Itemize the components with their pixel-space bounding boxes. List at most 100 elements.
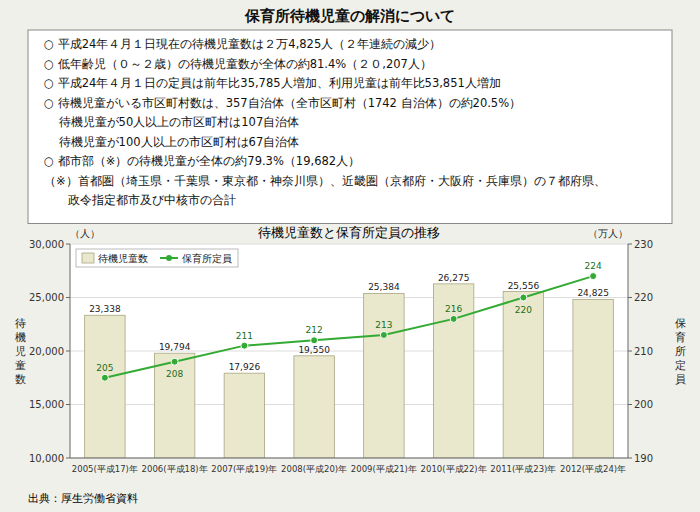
y-tick — [66, 297, 70, 298]
background — [0, 0, 700, 512]
line — [105, 276, 593, 378]
y-axis-label-line: 童 — [15, 359, 26, 372]
y-tick-label: 10,000 — [29, 453, 64, 464]
y2-tick — [628, 244, 632, 245]
y2-tick-label: 220 — [634, 292, 653, 303]
legend-swatch — [82, 253, 94, 263]
y-axis-label: 待機児童数 — [15, 317, 26, 386]
y2-tick — [628, 297, 632, 298]
y2-axis-label-line: 定 — [675, 359, 686, 372]
x-tick-label: 2007(平成19)年 — [211, 464, 277, 474]
y-tick — [66, 244, 70, 245]
bar-label: 25,384 — [368, 282, 400, 292]
title: 保育所待機児童の解消について — [244, 7, 455, 25]
legend-label: 待機児童数 — [98, 253, 148, 264]
x-tick-label: 2010(平成22)年 — [421, 464, 487, 474]
data-labels: 23,338 205 19,794 208 17,926 211 19,550 212 25,3… — [89, 261, 609, 379]
y2-axis-label: 保育所定員 — [675, 317, 686, 386]
bar — [224, 373, 264, 458]
y2-tick — [628, 458, 632, 459]
annotation-box — [28, 30, 672, 224]
line-point — [380, 331, 387, 338]
bar — [294, 356, 334, 458]
bar — [573, 299, 613, 458]
legend: 待機児童数 保育所定員 — [76, 249, 238, 267]
annotation: 待機児童が50人以上の市区町村は107自治体 — [44, 115, 299, 129]
bar — [85, 315, 125, 458]
line-label: 212 — [306, 325, 323, 335]
annotation: （※）首都圏（埼玉県・千葉県・東京都・神奈川県）、近畿圏（京都府・大阪府・兵庫県… — [44, 174, 606, 188]
bar-label: 25,556 — [508, 281, 540, 291]
x-tick-label: 2009(平成21)年 — [351, 464, 417, 474]
y-tick-label: 30,000 — [29, 239, 64, 250]
annotation: ○ 待機児童がいる市区町村数は、357自治体（全市区町村（1742 自治体）の約… — [44, 96, 521, 110]
grid-line — [70, 297, 628, 298]
annotation: ○ 平成24年４月１日の定員は前年比35,785人増加、利用児童は前年比53,8… — [44, 76, 501, 90]
annotation: ○ 都市部（※）の待機児童が全体の約79.3%（19,682人） — [44, 154, 360, 168]
y-tick — [66, 458, 70, 459]
source: 出典：厚生労働省資料 — [28, 492, 138, 505]
y-tick-label: 15,000 — [29, 399, 64, 410]
x-tick-label: 2008(平成20)年 — [281, 464, 347, 474]
chart-subtitle: 待機児童数と保育所定員の推移 — [258, 225, 440, 240]
y2-tick-label: 200 — [634, 399, 653, 410]
grid-line — [70, 244, 628, 245]
line-label: 208 — [166, 369, 183, 379]
bar-label: 26,275 — [438, 273, 470, 283]
line-label: 220 — [515, 305, 532, 315]
bar — [154, 353, 194, 458]
y-axis-label-line: 数 — [15, 373, 26, 386]
y-axis-line — [70, 244, 71, 458]
annotation: 待機児童が100人以上の市区町村は67自治体 — [44, 135, 299, 149]
line-point — [241, 342, 248, 349]
y2-tick-label: 230 — [634, 239, 653, 250]
y2-tick-label: 210 — [634, 346, 653, 357]
grid-line — [70, 351, 628, 352]
bar-label: 17,926 — [229, 362, 261, 372]
y-axis-label-line: 機 — [15, 331, 26, 344]
bar-label: 24,825 — [577, 288, 609, 298]
y-tick-label: 20,000 — [29, 346, 64, 357]
bar-label: 19,794 — [159, 342, 191, 352]
y2-axis-label-line: 所 — [675, 345, 686, 358]
y-tick-label: 25,000 — [29, 292, 64, 303]
y2-axis-label-line: 員 — [675, 373, 686, 386]
y2-axis-line — [628, 244, 629, 458]
line-label: 216 — [445, 304, 462, 314]
marks — [85, 273, 614, 458]
annotation: ○ 平成24年４月１日現在の待機児童数は２万4,825人（２年連続の減少） — [44, 37, 441, 51]
y2-tick-label: 190 — [634, 453, 653, 464]
legend-label: 保育所定員 — [182, 253, 232, 264]
x-tick-label: 2005(平成17)年 — [72, 464, 138, 474]
grid-line — [70, 458, 628, 459]
x-tick-label: 2006(平成18)年 — [142, 464, 208, 474]
y2-unit: （万人） — [588, 228, 628, 239]
line-point — [450, 315, 457, 322]
y-axis-label-line: 待 — [15, 317, 26, 330]
bar — [364, 293, 404, 458]
annotation: 政令指定都市及び中核市の合計 — [44, 193, 236, 207]
line-point — [171, 358, 178, 365]
annotation: ○ 低年齢児（０～２歳）の待機児童数が全体の約81.4%（２０,207人） — [44, 57, 432, 71]
line-label: 211 — [236, 331, 253, 341]
x-tick-label: 2012(平成24)年 — [560, 464, 626, 474]
y2-tick — [628, 351, 632, 352]
y-axis-label-line: 児 — [15, 345, 26, 358]
y-unit: （人） — [70, 228, 100, 239]
bar-label: 19,550 — [298, 345, 330, 355]
grid-line — [70, 404, 628, 405]
legend-frame — [76, 249, 238, 267]
bar — [503, 292, 543, 458]
y2-tick — [628, 404, 632, 405]
line-point — [520, 294, 527, 301]
line-point — [590, 273, 597, 280]
line-label: 205 — [96, 363, 113, 373]
bar-label: 23,338 — [89, 304, 121, 314]
x-tick-label: 2011(平成23)年 — [490, 464, 556, 474]
x-axis-line — [70, 458, 628, 459]
legend-swatch-marker — [166, 255, 172, 261]
y2-axis-label-line: 育 — [675, 331, 686, 344]
y-tick — [66, 404, 70, 405]
bar — [433, 284, 473, 458]
line-point — [101, 374, 108, 381]
